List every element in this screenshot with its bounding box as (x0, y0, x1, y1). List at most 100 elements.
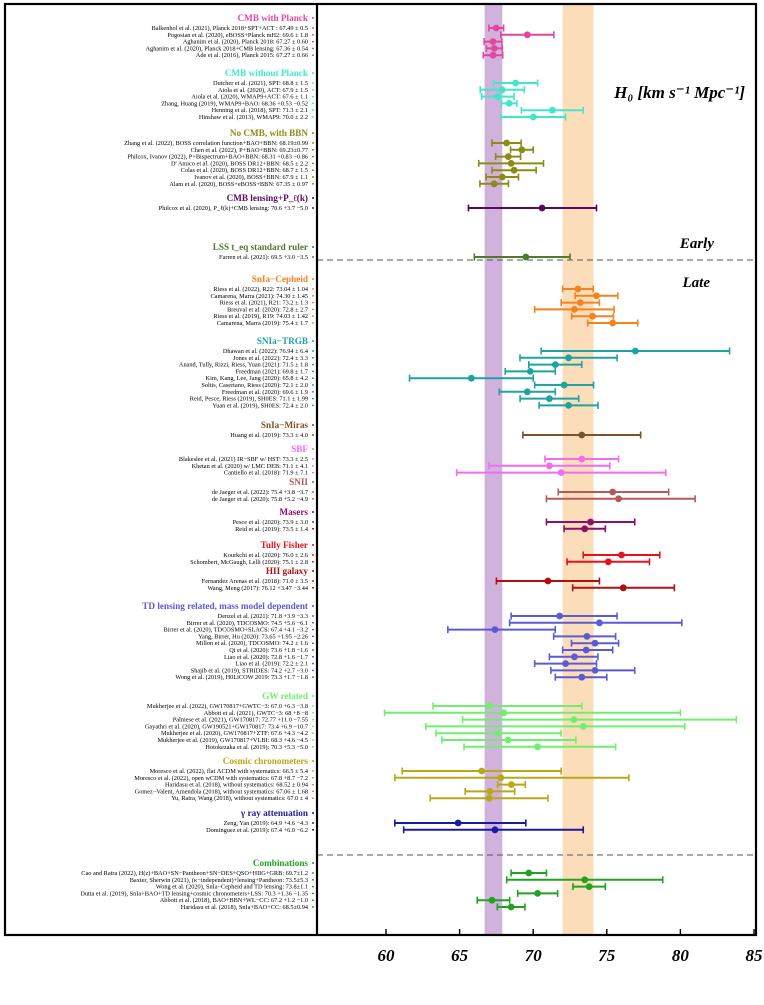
measurement-label: Baxter, Sherwin (2021), (κ−independent)+… (130, 877, 308, 884)
data-point (526, 368, 534, 375)
measurement-label: Moresco et al. (2022), open wCDM with sy… (134, 775, 308, 782)
data-point (488, 896, 496, 904)
data-point (534, 890, 542, 897)
measurement-label: Riess et al. (2022), R22: 73.04 ± 1.04 (213, 286, 308, 293)
measurement-label: Philcox et al. (2020), P_ℓ(k)+CMB lensin… (159, 205, 308, 212)
data-point (609, 319, 617, 327)
measurement-label: Jones et al. (2022): 72.4 ± 3.3 (233, 355, 308, 362)
measurement-label: Dutta et al. (2019), SnIa+BAO+TD lensing… (80, 890, 308, 897)
measurement-label: D' Amico et al. (2020), BOSS DR12+BBN: 6… (171, 160, 308, 167)
data-point (512, 79, 519, 87)
data-point (618, 551, 625, 559)
data-point (494, 93, 502, 100)
measurement-label: Pogosian et al. (2020), eBOSS+Planck mH2… (167, 32, 308, 39)
data-point (556, 612, 564, 620)
data-point (485, 794, 493, 802)
data-point (485, 702, 493, 710)
measurement-label: Dominguez et al. (2019): 67.4 +6.0 −6.2 (206, 827, 308, 834)
measurement-label: Yuan et al. (2019), SH0ES: 72.4 ± 2.0 (212, 402, 308, 409)
data-point (486, 788, 494, 795)
data-point (596, 619, 603, 627)
data-point (508, 781, 515, 788)
measurement-label: Breuval et al. (2020): 72.8 ± 2.7 (227, 306, 308, 313)
data-point (581, 525, 589, 533)
data-point (560, 381, 568, 389)
measurement-label: Balkenhol et al. (2021), Planck 2018+SPT… (152, 25, 308, 32)
measurement-label: Aiola et al. (2020), WMAP9+ACT: 67.6 ± 1… (191, 94, 308, 101)
data-point (583, 633, 591, 640)
unit-label: H₀ [km s⁻¹ Mpc⁻¹] (613, 83, 745, 102)
x-tick-label: 85 (746, 946, 764, 965)
group-heading: TD lensing related, mass model dependent (142, 601, 309, 611)
measurement-label: Zhang et al. (2022), BOSS correlation fu… (124, 140, 308, 147)
data-point (489, 51, 497, 59)
measurement-label: Chen et al. (2022), P+BAO+BBN: 69.23±0.7… (191, 147, 308, 154)
measurement-label: Alam et al. (2020), BOSS+eBOSS+BBN: 67.3… (169, 181, 308, 188)
measurement-label: Liao et al. (2020): 72.8 +1.6 −1.7 (224, 654, 308, 661)
data-point (504, 153, 512, 161)
data-point (545, 395, 553, 402)
group-heading: CMB without Planck (225, 68, 309, 78)
measurement-label: Khetan et al. (2020) w/ LMC DEB: 71.1 ± … (192, 463, 308, 470)
measurement-label: Farren et al. (2021): 69.5 +3.0 −3.5 (219, 254, 308, 261)
measurement-label: Dutcher et al. (2021), SPT: 68.8 ± 1.5 (213, 80, 308, 87)
data-point (591, 667, 599, 674)
data-point (551, 361, 559, 368)
data-point (574, 285, 582, 293)
reference-band (484, 5, 503, 934)
measurement-label: Freedman (2021): 69.8 ± 1.7 (236, 368, 308, 375)
measurement-label: Abbott et al. (2018), BAO+BBN+WL−CC: 67.… (160, 897, 308, 904)
data-point (467, 374, 475, 382)
data-point (492, 24, 500, 32)
data-point (454, 819, 462, 827)
data-point (591, 639, 599, 647)
data-point (545, 462, 553, 470)
data-point (491, 826, 499, 834)
era-label-late: Late (682, 275, 711, 291)
data-point (571, 306, 578, 313)
data-point (491, 626, 499, 633)
data-point (562, 660, 569, 667)
data-point (523, 31, 531, 39)
data-point (557, 469, 565, 476)
data-point (490, 45, 498, 52)
measurement-label: Mukherjee et al. (2022), GW170817+GWTC−3… (147, 703, 308, 710)
group-heading: SBF (291, 444, 308, 454)
group-heading: GW related (262, 691, 308, 701)
measurement-label: Riess et al. (2019), R19: 74.03 ± 1.42 (213, 313, 308, 320)
data-point (522, 253, 530, 261)
measurement-label: Liao et al. (2019): 72.2 ± 2.1 (235, 661, 308, 668)
x-tick-label: 65 (451, 946, 469, 965)
data-point (571, 653, 578, 661)
data-point (498, 86, 506, 94)
measurement-label: Blakeslee et al. (2021) IR−SBF w/ HST: 7… (179, 456, 308, 463)
measurement-label: Mukherjee et al. (2019), GW170817+VLBI: … (157, 737, 308, 744)
data-point (587, 518, 595, 526)
measurement-label: Aghanim et al. (2020), Planck 2018: 67.2… (183, 39, 308, 46)
data-point (529, 113, 537, 121)
measurement-label: Philcox, Ivanov (2022), P+Bispectrum+BAO… (127, 154, 308, 161)
data-point (578, 673, 586, 681)
data-point (581, 876, 589, 884)
measurement-label: Denzel et al. (2021): 71.8 +3.9 −3.3 (218, 613, 308, 620)
data-point (489, 38, 497, 45)
data-point (498, 173, 506, 181)
measurement-label: Millon et al. (2020), TDCOSMO: 74.2 ± 1.… (196, 640, 308, 647)
measurement-label: Henning et al. (2018), SPT: 71.3 ± 2.1 (212, 107, 308, 114)
measurement-label: Kim, Kang, Lee, Jang (2020): 65.8 ± 4.2 (206, 375, 308, 382)
data-point (578, 431, 586, 439)
x-tick-label: 60 (378, 946, 396, 965)
measurement-label: Haridasu et al. (2018), SnIa+BAO+CC: 68.… (181, 904, 309, 911)
measurement-label: Qi et al. (2020): 73.6 +1.8 −1.6 (229, 647, 308, 654)
data-point (497, 774, 505, 782)
group-heading: LSS t_eq standard ruler (213, 242, 308, 252)
data-point (593, 292, 600, 300)
data-point (576, 299, 584, 306)
data-point (490, 180, 498, 188)
reference-band (562, 5, 594, 934)
measurement-label: Yang, Birrer, Hu (2020): 73.65 +1.95 −2.… (198, 633, 308, 640)
measurement-label: Reid et al. (2019): 73.5 ± 1.4 (235, 526, 309, 533)
measurement-label: Ivanov et al. (2020), BOSS+BBN: 67.9 ± 1… (194, 174, 308, 181)
group-heading: Cosmic chronometers (223, 756, 309, 766)
